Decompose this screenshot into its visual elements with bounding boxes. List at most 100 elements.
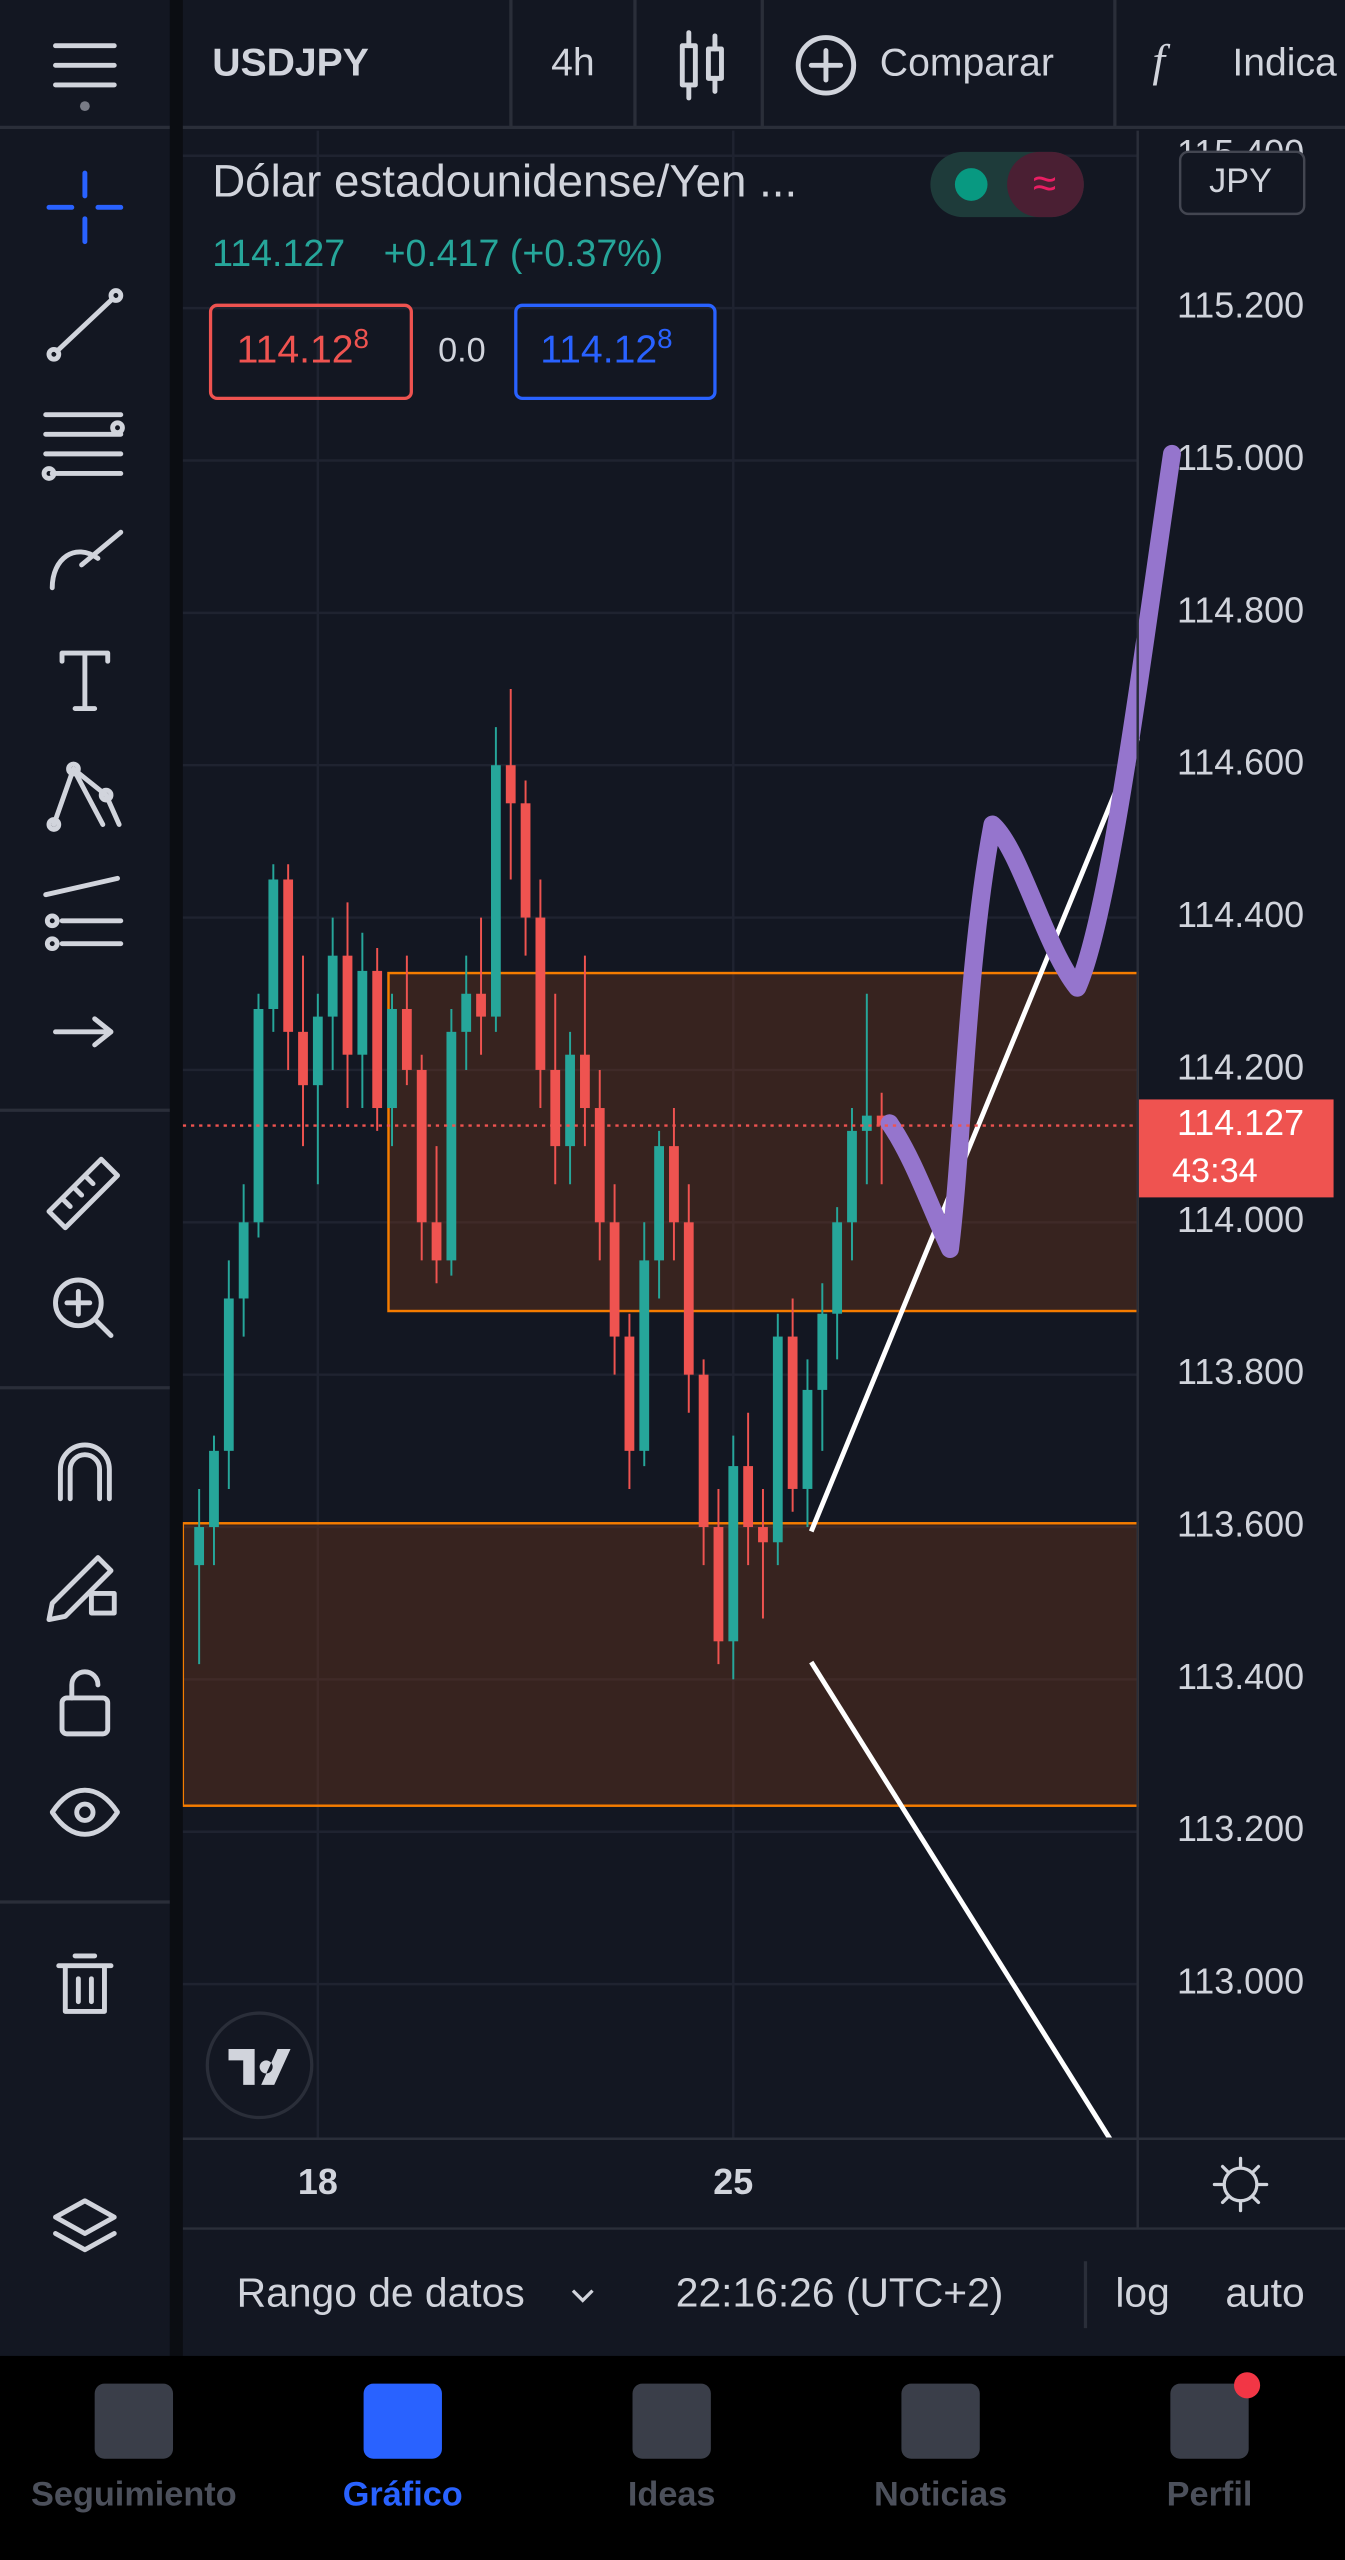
candle-body [535,917,546,1070]
candle-body [743,1466,754,1528]
candle-body [268,879,279,1009]
tab-label[interactable]: Gráfico [343,2475,463,2513]
candle-body [372,970,383,1109]
fib-tool[interactable] [41,412,125,481]
price-change: +0.417 (+0.37%) [384,232,664,274]
candle-body [327,955,338,1017]
log-toggle[interactable]: log [1115,2269,1169,2315]
crosshair-tool[interactable] [46,170,124,245]
candle-body [416,1069,427,1223]
market-open-dot [954,168,988,201]
text-tool[interactable] [59,650,111,712]
symbol[interactable]: USDJPY [212,42,369,85]
candle-body [312,1016,323,1086]
trend-line[interactable] [809,1660,1113,2141]
candle-body [594,1108,605,1223]
tab-label[interactable]: Ideas [628,2475,716,2513]
visibility-tool[interactable] [49,1787,120,1837]
buy-pip: 8 [657,324,672,355]
chevron [571,2289,594,2303]
sell-price[interactable]: 114.128 [237,324,369,372]
y-tick-label: 113.400 [1177,1656,1304,1697]
interval[interactable]: 4h [551,42,595,85]
clock: 22:16:26 (UTC+2) [676,2269,1004,2315]
notification-dot [1234,2372,1261,2399]
tab-icon[interactable] [363,2383,442,2459]
trend-line[interactable] [808,737,1140,1533]
prediction-tool[interactable] [43,875,124,952]
candle-body [728,1466,739,1642]
y-tick-label: 114.200 [1177,1046,1304,1087]
tab-label[interactable]: Seguimiento [31,2475,237,2513]
date-range[interactable]: Rango de datos [237,2269,525,2315]
auto-toggle[interactable]: auto [1225,2269,1304,2315]
candle-body [238,1222,249,1299]
candle-body [580,1054,590,1109]
candle-body [357,970,368,1055]
compare[interactable]: Comparar [880,42,1054,85]
trendline-tool[interactable] [46,288,124,362]
candle-body [520,803,531,918]
zone[interactable] [181,1522,1139,1807]
zone[interactable] [387,971,1139,1313]
candle-body [283,879,294,1032]
y-tick-label: 115.000 [1177,437,1304,478]
tab-icon[interactable] [632,2383,711,2459]
tabs: Seguimiento Gráfico Ideas Noticias Perfil [31,2372,1261,2513]
pattern-tool[interactable] [46,761,122,832]
delete-tool[interactable] [56,1953,114,2014]
lock-drawing-tool[interactable] [46,1555,117,1623]
indicators[interactable]: Indica [1232,42,1337,85]
brush-tool[interactable] [49,529,124,591]
sell-pip: 8 [354,324,369,355]
layers-tool[interactable] [53,2198,117,2253]
currency[interactable]: JPY [1209,162,1272,200]
candle-body [209,1450,219,1528]
toolbar [0,0,1345,128]
candle-body [669,1146,679,1223]
logo-mark [228,2048,291,2085]
candle-body [832,1222,843,1314]
sell-button[interactable] [208,303,413,400]
brush-stroke[interactable] [880,444,1181,1258]
y-tick-label: 114.000 [1177,1199,1304,1240]
dot [79,101,90,112]
buy-price[interactable]: 114.128 [540,324,672,372]
symbol-title: Dólar estadounidense/Yen ... [212,156,797,207]
buy-price-main: 114.12 [540,329,657,372]
lock-tool[interactable] [59,1669,111,1737]
candle-body [342,955,353,1055]
buy-button[interactable] [514,303,717,400]
zoom-tool[interactable] [53,1277,114,1338]
candle-body [550,1069,561,1147]
currency-button[interactable] [1178,150,1306,216]
logo[interactable] [205,2011,314,2120]
magnet-tool[interactable] [57,1442,112,1502]
tab-icon[interactable] [1170,2383,1249,2459]
y-tick-label: 113.000 [1177,1961,1304,2002]
candle-body [772,1336,783,1543]
candle-body [861,1115,872,1131]
tab-label[interactable]: Noticias [874,2475,1007,2513]
compare-icon[interactable] [795,35,857,96]
delay-icon: ≈ [1033,159,1056,206]
candle-body [461,993,472,1032]
candle-body [639,1260,650,1451]
candle-body [194,1527,205,1566]
candle-body [683,1222,694,1375]
tab-label[interactable]: Perfil [1167,2475,1253,2513]
arrow-tool[interactable] [53,1016,114,1048]
settings-icon[interactable] [1212,2156,1269,2213]
candle-body [476,993,486,1017]
menu-icon[interactable] [53,43,117,88]
candle-body [387,1008,397,1109]
ruler-tool[interactable] [46,1156,120,1231]
tab-icon[interactable] [94,2383,174,2459]
spread: 0.0 [438,332,486,370]
chart-style-icon[interactable] [679,30,724,101]
y-tick-label: 114.400 [1177,894,1304,935]
tab-icon[interactable] [901,2383,980,2459]
candle-body [223,1298,234,1451]
y-tick-label: 113.200 [1177,1808,1304,1849]
